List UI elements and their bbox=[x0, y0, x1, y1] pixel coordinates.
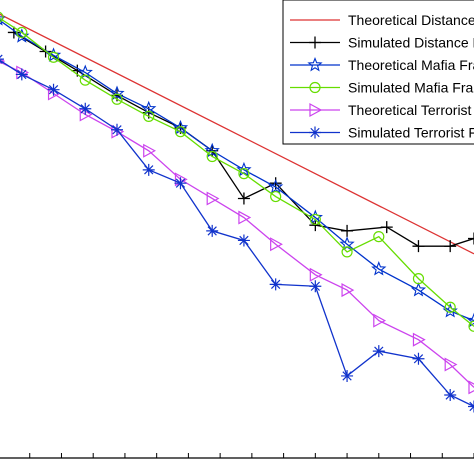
data-point-s3-13 bbox=[371, 261, 387, 276]
legend-label: Theoretical Distance Bounding bbox=[348, 12, 474, 28]
legend-entry-5: Theoretical Terrorist Fraud bbox=[290, 102, 474, 118]
data-point-s6-8 bbox=[206, 224, 219, 237]
data-point-s4-16 bbox=[468, 320, 474, 332]
data-point-s4-14 bbox=[412, 273, 425, 285]
data-point-s5-15 bbox=[444, 357, 458, 372]
data-point-s4-1 bbox=[0, 11, 4, 23]
data-point-s4-2 bbox=[16, 26, 28, 39]
legend-swatch-marker bbox=[309, 102, 323, 118]
data-point-s4-7 bbox=[174, 126, 187, 138]
legend-swatch-marker bbox=[309, 81, 321, 94]
data-point-s6-13 bbox=[372, 345, 385, 358]
data-point-s6-14 bbox=[412, 352, 425, 365]
data-point-s6-2 bbox=[15, 68, 28, 81]
legend-box bbox=[282, 0, 474, 145]
data-point-s3-10 bbox=[268, 179, 284, 194]
legend-swatch-marker bbox=[309, 126, 321, 139]
legend: Theoretical Distance Bounding Simulated D… bbox=[282, 0, 474, 145]
data-point-s4-8 bbox=[206, 150, 218, 163]
data-point-s3-9 bbox=[236, 161, 252, 177]
series-6 bbox=[0, 54, 474, 413]
data-point-s4-15 bbox=[444, 301, 456, 313]
series-3 bbox=[0, 16, 474, 328]
legend-label: Simulated Terrorist Fraud bbox=[348, 125, 474, 141]
data-point-s6-10 bbox=[269, 278, 282, 291]
series-layer bbox=[0, 11, 474, 413]
data-point-s4-13 bbox=[373, 231, 385, 243]
data-point-s2-14 bbox=[444, 240, 457, 253]
data-point-s5-14 bbox=[412, 332, 426, 347]
data-point-s5-12 bbox=[341, 283, 355, 298]
data-point-s6-4 bbox=[79, 102, 92, 115]
data-point-s2-13 bbox=[412, 240, 425, 253]
legend-label: Simulated Mafia Fraud bbox=[348, 80, 474, 96]
legend-entry-2: Simulated Distance Bounding bbox=[290, 35, 474, 51]
legend-entry-4: Simulated Mafia Fraud bbox=[290, 80, 474, 96]
legend-entry-6: Simulated Terrorist Fraud bbox=[290, 125, 474, 141]
data-point-s4-6 bbox=[143, 110, 155, 123]
data-point-s4-9 bbox=[238, 168, 250, 180]
series-line-1 bbox=[0, 13, 474, 255]
data-point-s2-15 bbox=[468, 232, 474, 245]
legend-swatch-marker bbox=[309, 36, 321, 49]
data-point-s5-13 bbox=[373, 313, 387, 328]
series-line-6 bbox=[0, 59, 474, 408]
data-point-s6-7 bbox=[174, 177, 187, 190]
legend-entry-3: Theoretical Mafia Fraud bbox=[290, 56, 474, 73]
series-line-5 bbox=[0, 61, 474, 388]
data-point-s6-15 bbox=[444, 389, 457, 402]
legend-label: Theoretical Terrorist Fraud bbox=[348, 102, 474, 118]
data-point-s6-9 bbox=[237, 234, 250, 247]
data-point-s6-5 bbox=[111, 123, 123, 136]
data-point-s4-12 bbox=[341, 246, 353, 258]
legend-entry-1: Theoretical Distance Bounding bbox=[290, 12, 474, 28]
data-point-s4-10 bbox=[270, 190, 282, 203]
data-point-s3-7 bbox=[172, 119, 189, 135]
series-1 bbox=[0, 13, 474, 255]
data-point-s6-12 bbox=[341, 369, 354, 382]
legend-label: Simulated Distance Bounding bbox=[348, 35, 474, 51]
series-line-3 bbox=[0, 19, 474, 322]
legend-label: Theoretical Mafia Fraud bbox=[348, 57, 474, 73]
data-point-s6-3 bbox=[47, 83, 60, 96]
data-point-s5-8 bbox=[206, 191, 220, 206]
data-point-s4-5 bbox=[111, 93, 123, 105]
data-point-s4-11 bbox=[309, 213, 321, 226]
data-point-s5-11 bbox=[309, 267, 323, 282]
data-point-s5-9 bbox=[238, 210, 252, 225]
data-point-s2-11 bbox=[341, 224, 354, 237]
legend-swatch-marker bbox=[307, 56, 323, 72]
data-point-s6-6 bbox=[142, 163, 155, 176]
data-point-s5-16 bbox=[468, 380, 474, 395]
data-point-s2-10 bbox=[309, 219, 322, 232]
data-point-s2-12 bbox=[380, 221, 393, 234]
data-point-s3-16 bbox=[466, 312, 474, 328]
data-point-s5-10 bbox=[270, 237, 283, 252]
data-point-s4-4 bbox=[79, 74, 91, 86]
series-4 bbox=[0, 11, 474, 332]
data-point-s2-1 bbox=[7, 26, 20, 39]
data-point-s3-8 bbox=[204, 142, 220, 158]
data-point-s3-5 bbox=[109, 85, 125, 100]
data-point-s5-6 bbox=[143, 143, 156, 158]
axes-layer bbox=[0, 453, 474, 459]
series-line-4 bbox=[0, 17, 474, 327]
data-point-s3-14 bbox=[410, 282, 427, 297]
data-point-s4-3 bbox=[47, 51, 60, 63]
data-point-s6-11 bbox=[309, 280, 322, 293]
data-point-s2-8 bbox=[237, 192, 250, 205]
